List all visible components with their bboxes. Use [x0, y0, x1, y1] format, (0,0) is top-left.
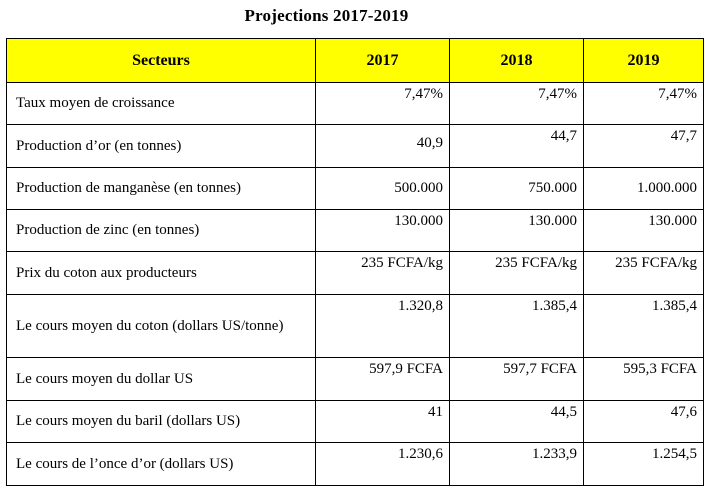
- header-row: Secteurs 2017 2018 2019: [6, 38, 704, 83]
- row-label: Le cours de l’once d’or (dollars US): [6, 442, 316, 486]
- cell-2017: 1.320,8: [315, 294, 450, 358]
- cell-2019: 47,6: [583, 400, 704, 443]
- cell-2018: 44,5: [449, 400, 584, 443]
- table-row: Taux moyen de croissance 7,47% 7,47% 7,4…: [6, 82, 704, 125]
- cell-2019: 47,7: [583, 124, 704, 168]
- row-label: Le cours moyen du dollar US: [6, 357, 316, 401]
- row-label: Production d’or (en tonnes): [6, 124, 316, 168]
- cell-2018: 1.385,4: [449, 294, 584, 358]
- projections-table: Secteurs 2017 2018 2019 Taux moyen de cr…: [6, 38, 704, 486]
- table-row: Le cours moyen du baril (dollars US) 41 …: [6, 400, 704, 443]
- cell-2017: 235 FCFA/kg: [315, 251, 450, 295]
- cell-2018: 597,7 FCFA: [449, 357, 584, 401]
- cell-2018: 750.000: [449, 167, 584, 210]
- header-2019: 2019: [583, 38, 704, 83]
- row-label: Taux moyen de croissance: [6, 82, 316, 125]
- cell-2017: 7,47%: [315, 82, 450, 125]
- table-row: Production de zinc (en tonnes) 130.000 1…: [6, 209, 704, 252]
- cell-2018: 44,7: [449, 124, 584, 168]
- cell-2019: 130.000: [583, 209, 704, 252]
- header-2017: 2017: [315, 38, 450, 83]
- cell-2017: 41: [315, 400, 450, 443]
- table-row: Le cours moyen du dollar US 597,9 FCFA 5…: [6, 357, 704, 401]
- cell-2019: 1.000.000: [583, 167, 704, 210]
- cell-2017: 40,9: [315, 124, 450, 168]
- row-label: Le cours moyen du baril (dollars US): [6, 400, 316, 443]
- cell-2019: 1.385,4: [583, 294, 704, 358]
- cell-2019: 595,3 FCFA: [583, 357, 704, 401]
- cell-2019: 7,47%: [583, 82, 704, 125]
- row-label: Production de zinc (en tonnes): [6, 209, 316, 252]
- cell-2017: 1.230,6: [315, 442, 450, 486]
- table-row: Le cours de l’once d’or (dollars US) 1.2…: [6, 442, 704, 486]
- row-label: Production de manganèse (en tonnes): [6, 167, 316, 210]
- table-row: Production d’or (en tonnes) 40,9 44,7 47…: [6, 124, 704, 168]
- cell-2018: 130.000: [449, 209, 584, 252]
- cell-2018: 235 FCFA/kg: [449, 251, 584, 295]
- table-row: Production de manganèse (en tonnes) 500.…: [6, 167, 704, 210]
- cell-2018: 7,47%: [449, 82, 584, 125]
- table-row: Prix du coton aux producteurs 235 FCFA/k…: [6, 251, 704, 295]
- row-label: Prix du coton aux producteurs: [6, 251, 316, 295]
- header-secteurs: Secteurs: [6, 38, 316, 83]
- cell-2018: 1.233,9: [449, 442, 584, 486]
- table-row: Le cours moyen du coton (dollars US/tonn…: [6, 294, 704, 358]
- table-title: Projections 2017-2019: [244, 6, 409, 25]
- cell-2017: 130.000: [315, 209, 450, 252]
- cell-2019: 235 FCFA/kg: [583, 251, 704, 295]
- cell-2017: 500.000: [315, 167, 450, 210]
- row-label: Le cours moyen du coton (dollars US/tonn…: [6, 294, 316, 358]
- cell-2019: 1.254,5: [583, 442, 704, 486]
- cell-2017: 597,9 FCFA: [315, 357, 450, 401]
- header-2018: 2018: [449, 38, 584, 83]
